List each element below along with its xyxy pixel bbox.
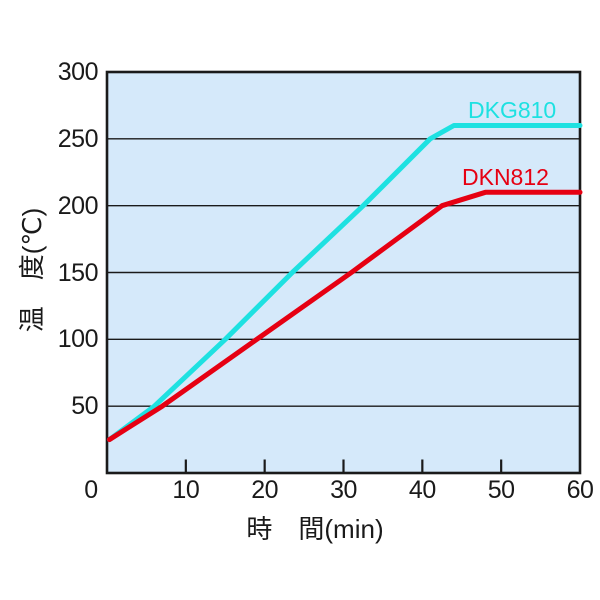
series-label-dkn812: DKN812 (462, 164, 549, 190)
series-label-dkg810: DKG810 (468, 97, 557, 123)
series-line-dkn812 (106, 189, 583, 443)
x-tick-label-30: 30 (330, 476, 357, 504)
x-tick-label-10: 10 (172, 476, 200, 504)
x-tick-label-40: 40 (408, 476, 436, 504)
y-tick-label-100: 100 (57, 325, 99, 354)
x-tick-label-50: 50 (487, 476, 515, 504)
y-tick-label-50: 50 (71, 392, 98, 421)
series-line-dkg810 (106, 123, 583, 443)
y-tick-label-300: 300 (57, 58, 99, 86)
x-tick-label-20: 20 (251, 476, 279, 504)
y-tick-label-250: 250 (57, 124, 99, 153)
plot-border (105, 70, 582, 475)
x-tick-label-0: 0 (84, 476, 98, 504)
x-axis-title: 時 間(min) (246, 514, 384, 544)
x-tick-label-60: 60 (566, 476, 594, 504)
y-tick-label-200: 200 (57, 191, 99, 220)
y-tick-label-150: 150 (57, 258, 99, 287)
